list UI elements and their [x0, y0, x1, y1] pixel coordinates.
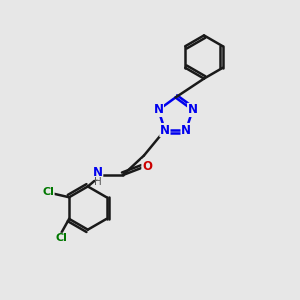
Text: N: N	[153, 103, 164, 116]
Text: N: N	[93, 166, 103, 179]
Text: N: N	[181, 124, 191, 136]
Text: Cl: Cl	[42, 187, 54, 197]
Text: H: H	[94, 177, 102, 187]
Text: N: N	[188, 103, 198, 116]
Text: O: O	[142, 160, 152, 172]
Text: N: N	[160, 124, 170, 136]
Text: Cl: Cl	[56, 233, 68, 243]
